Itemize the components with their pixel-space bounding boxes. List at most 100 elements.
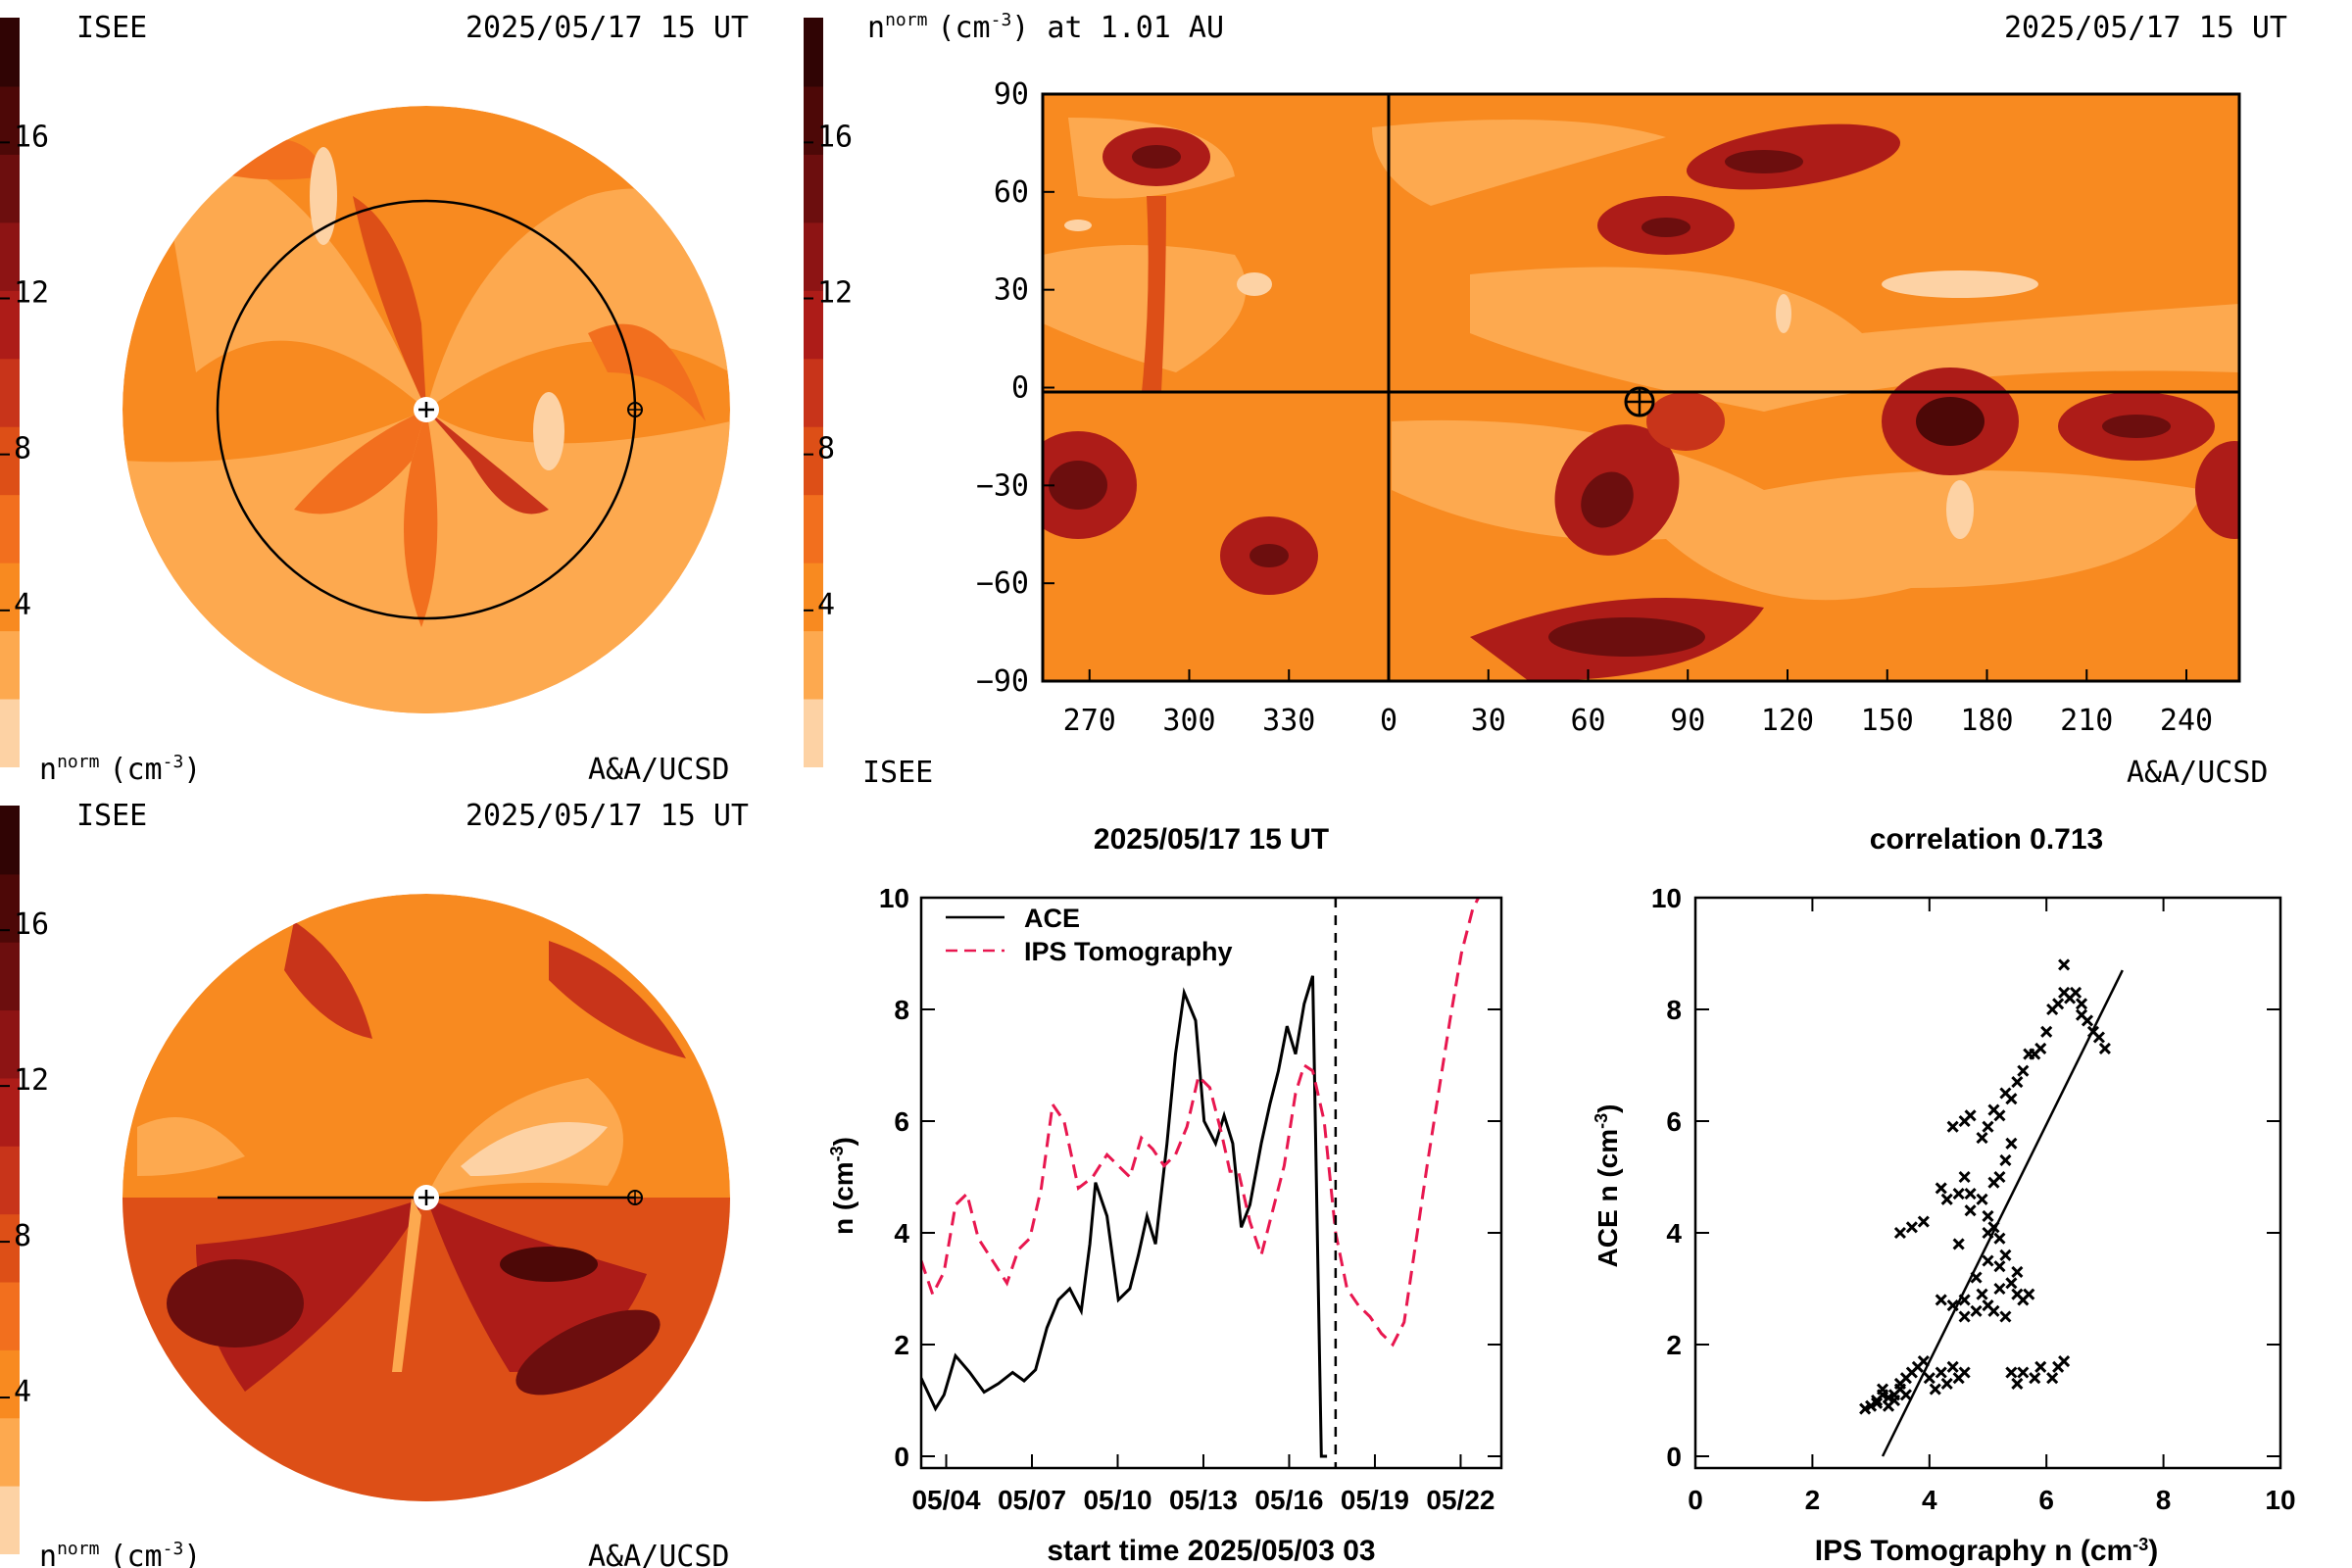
- colorbar-band: [0, 494, 20, 564]
- map-x-tick-label: 300: [1162, 704, 1215, 738]
- timeseries-x-tick-label: 05/07: [998, 1485, 1066, 1515]
- scatter-point: [2017, 1366, 2030, 1379]
- timeseries-y-tick-label: 6: [894, 1106, 909, 1137]
- colorbar-band: [0, 1009, 20, 1079]
- scatter-point: [1958, 1170, 1971, 1184]
- scatter-point: [2034, 1042, 2047, 1054]
- scatter-point: [1982, 1254, 1994, 1267]
- scatter-axes: 0 2 4 6 8 10 0 2 4 6 8 10: [1651, 883, 2296, 1515]
- timeseries-y-tick-label: 0: [894, 1442, 909, 1472]
- map-x-tick-label: 180: [1960, 704, 2013, 738]
- map-density-field: [1043, 94, 2239, 681]
- scatter-point: [2058, 958, 2071, 971]
- map-x-tick-label: 150: [1861, 704, 1914, 738]
- scatter-point: [2011, 1265, 2024, 1278]
- scatter-point: [2098, 1042, 2111, 1054]
- scatter-point: [2023, 1288, 2035, 1300]
- colorbar-band: [804, 425, 823, 496]
- colorbar-bottom: 16 12 8 4: [0, 806, 49, 1554]
- colorbar-band: [0, 289, 20, 360]
- scatter-point: [1993, 1232, 2006, 1245]
- scatter-point: [2011, 1076, 2024, 1089]
- colorbar-band: [804, 562, 823, 632]
- map-y-tick-label: 0: [1011, 371, 1029, 406]
- colorbar-tick-label: 16: [817, 120, 853, 154]
- scatter-point: [1887, 1394, 1901, 1407]
- polar-bottom-credit: A&A/UCSD: [588, 1540, 730, 1568]
- scatter-point: [1899, 1389, 1912, 1401]
- colorbar-tick-label: 8: [817, 432, 835, 466]
- timeseries-x-tick-label: 05/22: [1426, 1485, 1494, 1515]
- scatter-point: [1982, 1120, 1994, 1133]
- scatter-point: [1946, 1120, 1959, 1133]
- timeseries-y-tick-label: 8: [894, 995, 909, 1025]
- scatter-point: [1999, 1153, 2012, 1166]
- scatter-point: [1893, 1226, 1907, 1240]
- timeseries-x-tick-label: 05/04: [911, 1485, 980, 1515]
- colorbar-map: 16 12 8 4: [804, 18, 853, 767]
- scatter-point: [2011, 1377, 2024, 1390]
- scatter-point: [1952, 1188, 1965, 1200]
- colorbar-tick-label: 12: [14, 1063, 49, 1098]
- map-x-tick-label: 210: [2060, 704, 2113, 738]
- polar-top-timestamp: 2025/05/17 15 UT: [466, 11, 749, 45]
- scatter-point: [2052, 998, 2065, 1010]
- colorbar-band: [0, 221, 20, 291]
- scatter-point: [1987, 1304, 2000, 1317]
- latlon-map-panel: 16 12 8 4 nnorm (cm-3) at 1.01 AU 2025/05/17…: [804, 10, 2287, 790]
- polar-bottom-timestamp: 2025/05/17 15 UT: [466, 799, 749, 833]
- timeseries-frame: [919, 896, 1503, 1470]
- colorbar-band: [0, 1213, 20, 1283]
- scatter-y-label: ACE n (cm-3): [1592, 1104, 1623, 1268]
- scatter-point: [2046, 1372, 2059, 1385]
- map-credit: A&A/UCSD: [2127, 756, 2269, 790]
- colorbar-band: [0, 806, 20, 875]
- polar-top-units-label: nnorm (cm-3): [39, 752, 201, 787]
- colorbar-tick-label: 12: [817, 276, 853, 311]
- scatter-title: correlation 0.713: [1870, 823, 2103, 856]
- polar-top-credit: A&A/UCSD: [588, 753, 730, 787]
- scatter-x-tick-label: 0: [1688, 1485, 1703, 1515]
- map-y-tick-label: 90: [994, 77, 1029, 112]
- colorbar-tick-label: 4: [14, 1375, 31, 1409]
- scatter-point: [1958, 1366, 1971, 1379]
- map-timestamp: 2025/05/17 15 UT: [2004, 11, 2287, 45]
- colorbar-tick-label: 4: [14, 588, 31, 622]
- colorbar-band: [0, 1485, 20, 1554]
- map-x-tick-label: 90: [1670, 704, 1705, 738]
- timeseries-x-tick-label: 05/10: [1083, 1485, 1152, 1515]
- scatter-point: [1946, 1360, 1959, 1373]
- colorbar-top: 16 12 8 4: [0, 18, 49, 767]
- scatter-fit-line: [1881, 969, 2124, 1457]
- scatter-points-group: [1859, 958, 2124, 1457]
- map-y-axis: 90 60 30 0 −30 −60 −90: [976, 77, 1054, 699]
- colorbar-band: [804, 18, 823, 87]
- scatter-point: [1940, 1193, 1953, 1205]
- scatter-y-tick-label: 4: [1666, 1218, 1682, 1249]
- scatter-point: [1999, 1249, 2012, 1261]
- timeseries-series-group: [921, 898, 1481, 1458]
- colorbar-band: [804, 630, 823, 700]
- scatter-point: [1935, 1294, 1947, 1306]
- colorbar-band: [804, 221, 823, 291]
- timeseries-y-tick-label: 10: [879, 883, 909, 913]
- map-y-tick-label: −60: [976, 566, 1029, 601]
- colorbar-tick-label: 12: [14, 276, 49, 311]
- map-y-tick-label: −90: [976, 664, 1029, 699]
- colorbar-band: [804, 358, 823, 427]
- scatter-point: [1952, 1238, 1965, 1250]
- scatter-point: [1876, 1383, 1889, 1396]
- scatter-point: [1859, 1402, 1872, 1415]
- timeseries-x-label: start time 2025/05/03 03: [1047, 1535, 1375, 1567]
- polar-bottom-units-label: nnorm (cm-3): [39, 1539, 201, 1568]
- sun-marker-top: [414, 397, 439, 422]
- scatter-point: [1964, 1204, 1977, 1217]
- scatter-point: [2005, 1277, 2018, 1290]
- scatter-y-tick-label: 8: [1666, 995, 1682, 1025]
- ace-series-line: [921, 975, 1328, 1458]
- scatter-point: [1970, 1304, 1983, 1317]
- colorbar-band: [0, 873, 20, 943]
- scatter-point: [1871, 1396, 1884, 1409]
- timeseries-title: 2025/05/17 15 UT: [1094, 823, 1329, 856]
